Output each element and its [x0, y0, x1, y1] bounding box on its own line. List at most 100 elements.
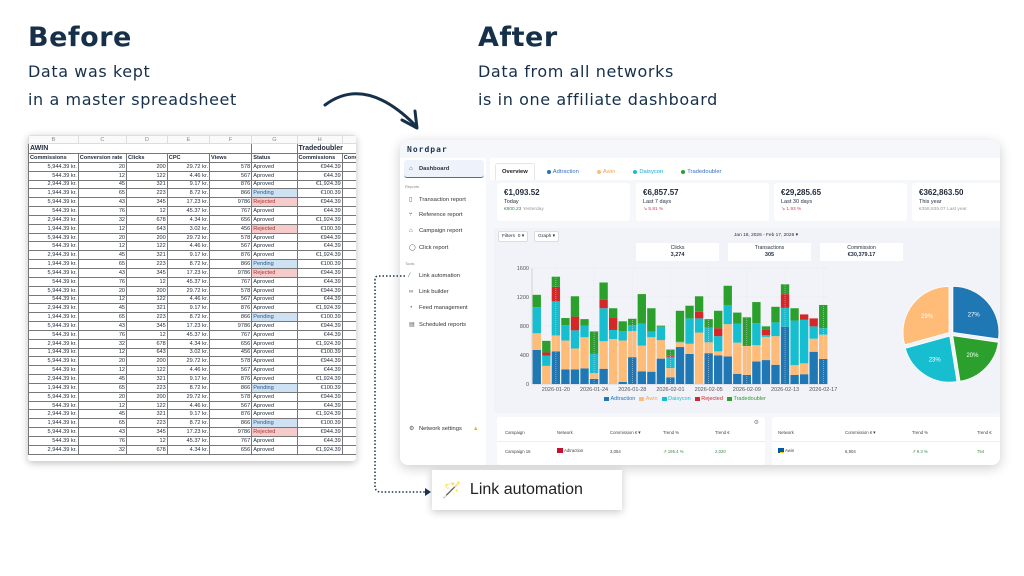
sidebar-item-transaction-report[interactable]: ▯ Transaction report — [409, 196, 466, 204]
tab-overview[interactable]: Overview — [495, 163, 535, 180]
cell[interactable]: 678 — [126, 444, 168, 455]
cell[interactable]: Aproved — [251, 356, 298, 367]
cell[interactable]: 678 — [126, 338, 168, 349]
graph-dropdown[interactable]: Graph ▾ — [534, 231, 560, 242]
cell[interactable]: Aproved — [251, 338, 298, 349]
cell[interactable] — [341, 321, 356, 331]
pie-slice-awin[interactable] — [902, 286, 950, 346]
cell[interactable]: 223 — [126, 418, 168, 429]
cell[interactable]: €1,924.39 — [296, 409, 343, 420]
cell[interactable]: 1,944.39 kr. — [28, 259, 79, 269]
cell[interactable]: 544.39 kr. — [28, 400, 79, 411]
cell[interactable]: 45.37 kr. — [166, 436, 211, 446]
cell[interactable]: 45 — [77, 303, 128, 314]
cell[interactable]: 656 — [209, 214, 253, 225]
cell[interactable]: €944.39 — [296, 232, 343, 243]
cell[interactable]: €944.39 — [296, 197, 343, 208]
cell[interactable]: B — [28, 135, 79, 144]
cell[interactable]: €1,924.39 — [296, 250, 343, 261]
cell[interactable]: Aproved — [251, 250, 298, 261]
cell[interactable]: €100.39 — [296, 188, 343, 199]
cell[interactable]: 1,944.39 kr. — [28, 312, 79, 323]
cell[interactable] — [341, 285, 356, 296]
cell[interactable]: 5,944.39 kr. — [28, 427, 79, 437]
cell[interactable]: 578 — [209, 391, 253, 402]
cell[interactable]: Pending — [251, 259, 298, 269]
cell[interactable]: 5,944.39 kr. — [28, 232, 79, 243]
cell[interactable]: 1,944.39 kr. — [28, 347, 79, 358]
cell[interactable]: Pending — [251, 188, 298, 199]
cell[interactable]: C — [77, 135, 128, 144]
cell[interactable]: 17.23 kr. — [166, 321, 211, 331]
cell[interactable] — [341, 303, 356, 314]
cell[interactable]: 122 — [126, 170, 168, 181]
cell[interactable]: 122 — [126, 365, 168, 376]
cell[interactable] — [341, 418, 356, 429]
cell[interactable]: 866 — [209, 312, 253, 323]
pie-slice-adtraction[interactable] — [952, 285, 1000, 340]
cell[interactable]: 20 — [77, 391, 128, 402]
cell[interactable]: 200 — [126, 161, 168, 172]
cell[interactable]: 45 — [77, 179, 128, 190]
cell[interactable]: 17.23 kr. — [166, 197, 211, 208]
cell[interactable]: 876 — [209, 179, 253, 190]
cell[interactable]: 4.34 kr. — [166, 214, 211, 225]
cell[interactable]: 8.72 kr. — [166, 259, 211, 269]
cell[interactable]: 45 — [77, 374, 128, 384]
cell[interactable]: 767 — [209, 436, 253, 446]
sidebar-item-campaign-report[interactable]: ⌂ Campaign report — [409, 228, 462, 234]
cell[interactable]: 544.39 kr. — [28, 329, 79, 340]
cell[interactable]: Aproved — [251, 206, 298, 216]
cell[interactable]: Aproved — [251, 303, 298, 314]
cell[interactable]: 2,944.39 kr. — [28, 338, 79, 349]
cell[interactable]: Aproved — [251, 444, 298, 455]
cell[interactable]: 45.37 kr. — [166, 206, 211, 216]
cell[interactable]: 223 — [126, 259, 168, 269]
cell[interactable]: Aproved — [251, 285, 298, 296]
cell[interactable]: 20 — [77, 232, 128, 243]
cell[interactable]: €44.39 — [296, 241, 343, 252]
cell[interactable]: 544.39 kr. — [28, 276, 79, 287]
cell[interactable]: Aproved — [251, 365, 298, 376]
cell[interactable]: 4.34 kr. — [166, 444, 211, 455]
cell[interactable]: 2,944.39 kr. — [28, 374, 79, 384]
cell[interactable]: Rejected — [251, 267, 298, 278]
cell[interactable]: Conversio — [341, 153, 356, 163]
cell[interactable]: €1,924.39 — [296, 374, 343, 384]
cell[interactable]: E — [166, 135, 211, 144]
cell[interactable]: 12 — [77, 400, 128, 411]
cell[interactable]: €1,924.39 — [296, 444, 343, 455]
cell[interactable]: 321 — [126, 179, 168, 190]
cell[interactable]: 2,944.39 kr. — [28, 303, 79, 314]
cell[interactable] — [341, 356, 356, 367]
cell[interactable]: €1,924.39 — [296, 303, 343, 314]
cell[interactable]: 866 — [209, 188, 253, 199]
cell[interactable]: Aproved — [251, 232, 298, 243]
cell[interactable]: 567 — [209, 241, 253, 252]
cell[interactable]: Pending — [251, 312, 298, 323]
cell[interactable] — [341, 400, 356, 411]
cell[interactable]: Aproved — [251, 436, 298, 446]
cell[interactable]: 65 — [77, 418, 128, 429]
cell[interactable]: Clicks — [126, 153, 168, 163]
cell[interactable]: 200 — [126, 356, 168, 367]
cell[interactable]: 321 — [126, 250, 168, 261]
cell[interactable] — [341, 374, 356, 384]
cell[interactable]: 544.39 kr. — [28, 436, 79, 446]
cell[interactable]: 12 — [77, 294, 128, 305]
cell[interactable]: €44.39 — [296, 400, 343, 411]
cell[interactable]: 4.34 kr. — [166, 338, 211, 349]
cell[interactable]: 4.46 kr. — [166, 241, 211, 252]
cell[interactable]: 5,944.39 kr. — [28, 285, 79, 296]
link-automation-callout[interactable]: 🪄 Link automation — [432, 470, 622, 510]
cell[interactable]: 1,944.39 kr. — [28, 188, 79, 199]
cell[interactable]: Aproved — [251, 400, 298, 411]
cell[interactable]: 544.39 kr. — [28, 294, 79, 305]
cell[interactable]: €944.39 — [296, 285, 343, 296]
cell[interactable]: 544.39 kr. — [28, 170, 79, 181]
cell[interactable]: 200 — [126, 285, 168, 296]
cell[interactable]: 43 — [77, 267, 128, 278]
tab-adtraction[interactable]: Adtraction — [541, 164, 585, 180]
cell[interactable]: 65 — [77, 259, 128, 269]
cell[interactable]: 2,944.39 kr. — [28, 214, 79, 225]
